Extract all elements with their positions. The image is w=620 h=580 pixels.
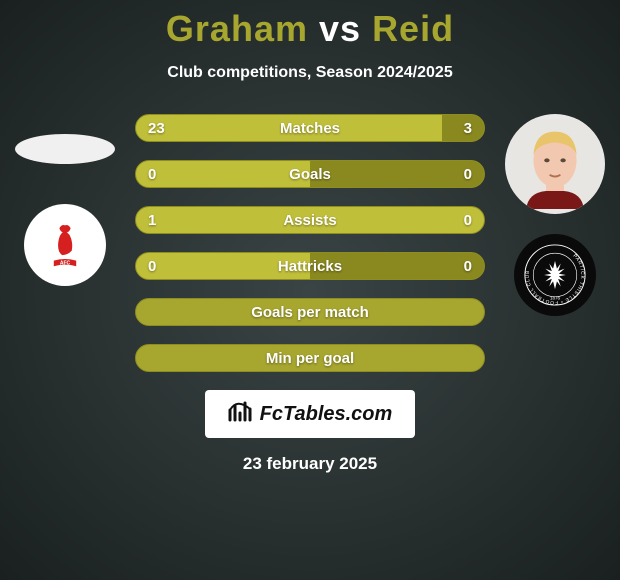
footer-brand-text: FcTables.com bbox=[260, 403, 393, 426]
stat-bar-matches: 23 Matches 3 bbox=[135, 114, 485, 142]
stat-bar-goals: 0 Goals 0 bbox=[135, 160, 485, 188]
stats-bars: 23 Matches 3 0 Goals 0 1 Assists 0 0 Hat… bbox=[135, 114, 485, 372]
stat-value-right: 0 bbox=[464, 212, 472, 229]
stat-value-right: 0 bbox=[464, 166, 472, 183]
stat-value-left: 23 bbox=[148, 120, 165, 137]
stat-bar-hattricks: 0 Hattricks 0 bbox=[135, 252, 485, 280]
svg-text:1876: 1876 bbox=[550, 295, 560, 300]
player1-club-badge: AFC bbox=[24, 204, 106, 286]
stat-value-right: 3 bbox=[464, 120, 472, 137]
content-area: AFC bbox=[0, 114, 620, 474]
player2-club-badge: PARTICK THISTLE • FOOTBALL CLUB 1876 bbox=[514, 234, 596, 316]
title-player2: Reid bbox=[372, 8, 454, 49]
subtitle: Club competitions, Season 2024/2025 bbox=[0, 64, 620, 82]
footer-brand: FcTables.com bbox=[205, 390, 415, 438]
stat-label: Assists bbox=[283, 212, 336, 229]
title-vs: vs bbox=[319, 8, 361, 49]
stat-value-left: 0 bbox=[148, 166, 156, 183]
title-player1: Graham bbox=[166, 8, 308, 49]
stat-label: Goals per match bbox=[251, 304, 369, 321]
stat-bar-assists: 1 Assists 0 bbox=[135, 206, 485, 234]
stat-value-left: 1 bbox=[148, 212, 156, 229]
footer-date: 23 february 2025 bbox=[0, 454, 620, 474]
stat-bar-min-per-goal: Min per goal bbox=[135, 344, 485, 372]
stat-value-left: 0 bbox=[148, 258, 156, 275]
stat-label: Goals bbox=[289, 166, 331, 183]
fctables-logo-icon bbox=[228, 400, 254, 428]
airdrieonians-badge-icon: AFC bbox=[37, 217, 93, 273]
stat-label: Matches bbox=[280, 120, 340, 137]
left-column: AFC bbox=[10, 114, 120, 286]
right-column: PARTICK THISTLE • FOOTBALL CLUB 1876 bbox=[500, 114, 610, 316]
svg-text:AFC: AFC bbox=[60, 261, 71, 267]
stat-value-right: 0 bbox=[464, 258, 472, 275]
stat-label: Min per goal bbox=[266, 350, 354, 367]
page-title: Graham vs Reid bbox=[0, 0, 620, 50]
partick-thistle-badge-icon: PARTICK THISTLE • FOOTBALL CLUB 1876 bbox=[523, 243, 587, 307]
stat-label: Hattricks bbox=[278, 258, 342, 275]
player2-photo bbox=[505, 114, 605, 214]
player2-face-icon bbox=[510, 119, 600, 209]
player1-photo bbox=[15, 134, 115, 164]
stat-bar-goals-per-match: Goals per match bbox=[135, 298, 485, 326]
